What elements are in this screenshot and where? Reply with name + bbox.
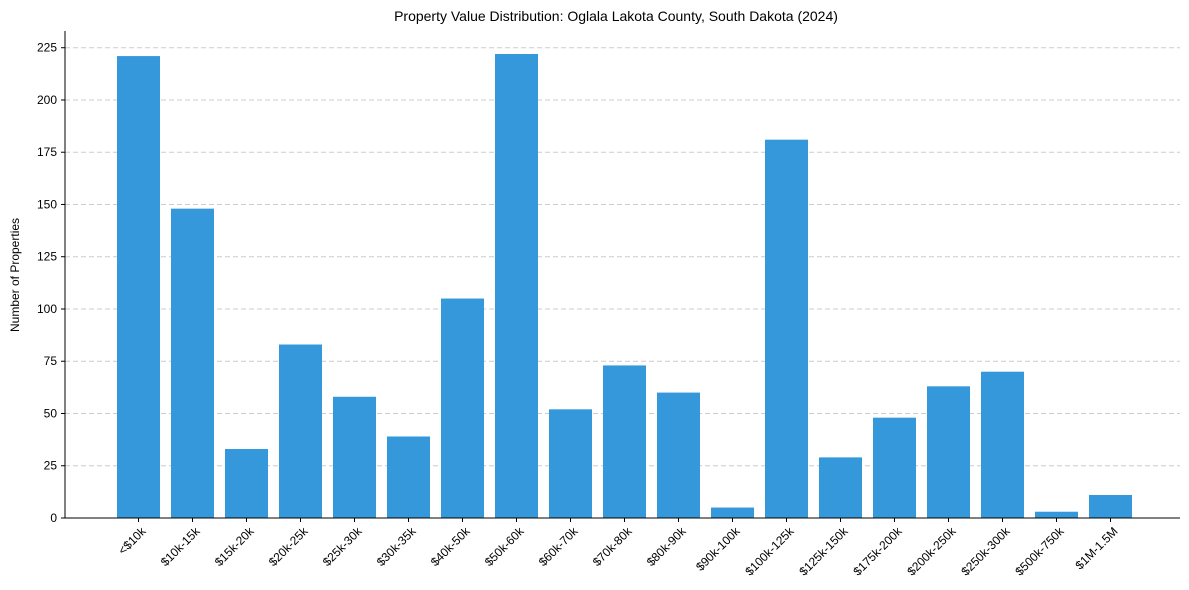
x-tick-label: $80k-90k: [644, 524, 690, 570]
x-tick-label: $1M-1.5M: [1073, 524, 1121, 572]
x-tick-label: $90k-100k: [693, 524, 743, 574]
x-ticks: <$10k $10k-15k $15k-20k $20k-25k $25k-30k $30…: [115, 518, 1121, 579]
x-tick-label: $175k-200k: [850, 524, 905, 579]
x-tick-label: $10k-15k: [158, 524, 204, 570]
bar: [657, 392, 700, 518]
y-tick-label: 125: [37, 250, 57, 264]
x-tick-label: $500k-750k: [1012, 524, 1067, 579]
bar: [873, 417, 916, 518]
y-tick-label: 150: [37, 197, 57, 211]
x-tick-label: $50k-60k: [482, 524, 528, 570]
x-tick-label: $20k-25k: [266, 524, 312, 570]
bar: [1089, 495, 1132, 518]
bar: [765, 139, 808, 518]
y-tick-label: 175: [37, 145, 57, 159]
y-tick-label: 25: [44, 459, 58, 473]
bar: [549, 409, 592, 518]
axes: [64, 31, 1180, 519]
bar: [117, 56, 160, 519]
y-axis-label: Number of Properties: [8, 218, 22, 332]
chart-title: Property Value Distribution: Oglala Lako…: [394, 8, 838, 24]
bar: [603, 365, 646, 518]
bar: [1035, 511, 1078, 518]
x-tick-label: $70k-80k: [590, 524, 636, 570]
x-tick-label: $250k-300k: [958, 524, 1013, 579]
x-tick-label: $125k-150k: [796, 524, 851, 579]
x-tick-label: $25k-30k: [320, 524, 366, 570]
y-tick-label: 100: [37, 302, 57, 316]
bar: [333, 396, 376, 518]
y-tick-label: 50: [44, 406, 58, 420]
x-tick-label: $100k-125k: [742, 524, 797, 579]
x-tick-label: $30k-35k: [374, 524, 420, 570]
x-tick-label: $60k-70k: [536, 524, 582, 570]
bars: [117, 53, 1132, 519]
x-tick-label: $40k-50k: [428, 524, 474, 570]
y-tick-label: 225: [37, 41, 57, 55]
bar: [495, 53, 538, 518]
x-tick-label: $15k-20k: [212, 524, 258, 570]
bar: [441, 298, 484, 518]
y-tick-label: 200: [37, 93, 57, 107]
y-ticks: 0 25 50 75 100 125 150 175 200 225: [37, 41, 65, 525]
bar: [171, 208, 214, 518]
x-tick-label: <$10k: [115, 524, 149, 558]
bar: [279, 344, 322, 518]
y-tick-label: 0: [50, 511, 57, 525]
x-tick-label: $200k-250k: [904, 524, 959, 579]
bar: [981, 371, 1024, 518]
bar: [819, 457, 862, 518]
bar: [387, 436, 430, 518]
bar: [927, 386, 970, 518]
y-tick-label: 75: [44, 354, 58, 368]
bar: [711, 507, 754, 518]
bar: [225, 449, 268, 518]
